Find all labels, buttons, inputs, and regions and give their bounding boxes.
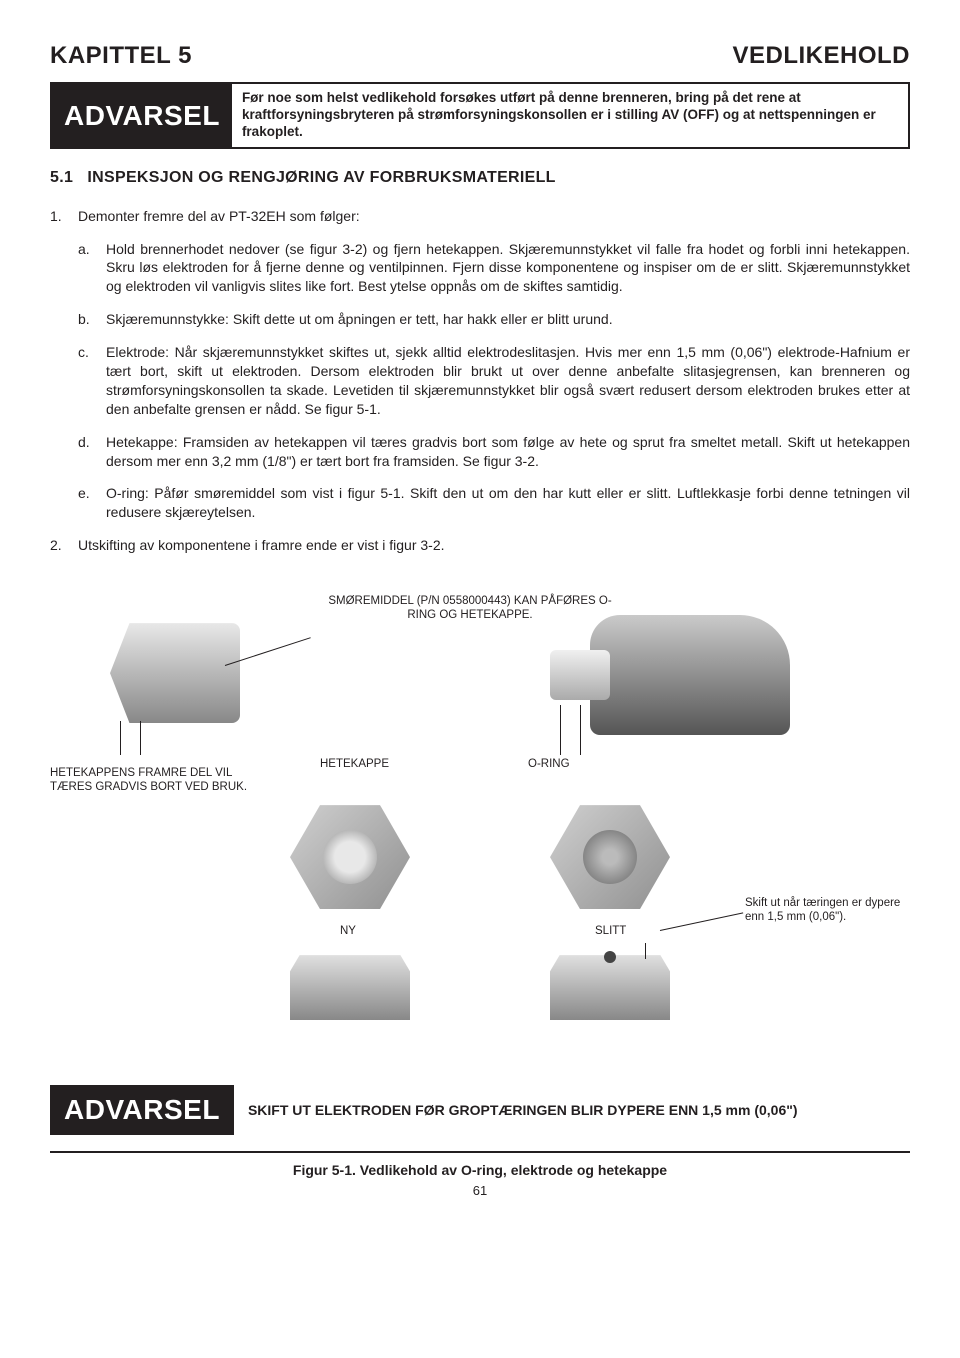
ny-label: NY (340, 925, 356, 939)
list-item-1: Demonter fremre del av PT-32EH som følge… (78, 207, 910, 523)
sub-item-d: Hetekappe: Framsiden av hetekappen vil t… (106, 433, 910, 471)
bottom-warning: ADVARSEL SKIFT UT ELEKTRODEN FØR GROPTÆR… (50, 1085, 910, 1135)
callout-line (645, 943, 646, 959)
torch-illustration (590, 615, 790, 735)
hex-worn-illustration (550, 805, 670, 909)
callout-line (580, 705, 581, 755)
callout-line (660, 912, 743, 931)
section-number: 5.1 (50, 169, 73, 186)
electrode-new-illustration (290, 955, 410, 1020)
wear-note: HETEKAPPENS FRAMRE DEL VIL TÆRES GRADVIS… (50, 767, 270, 795)
oring-label: O-RING (528, 758, 570, 772)
nozzle-illustration (110, 623, 240, 723)
electrode-worn-illustration (550, 955, 670, 1020)
chapter-label: KAPITTEL 5 (50, 40, 192, 72)
footer-rule (50, 1151, 910, 1153)
lubricant-note: SMØREMIDDEL (P/N 0558000443) KAN PÅFØRES… (320, 595, 620, 623)
warning-label: ADVARSEL (52, 84, 232, 147)
main-list: Demonter fremre del av PT-32EH som følge… (50, 207, 910, 555)
sub-list: Hold brennerhodet nedover (se figur 3-2)… (78, 240, 910, 523)
section-label: VEDLIKEHOLD (732, 40, 910, 72)
sub-item-e: O-ring: Påfør smøremiddel som vist i fig… (106, 484, 910, 522)
hex-new-illustration (290, 805, 410, 909)
callout-line (120, 721, 121, 755)
replace-note: Skift ut når tæringen er dypere enn 1,5 … (745, 897, 905, 925)
page-number: 61 (50, 1182, 910, 1200)
figure-caption: Figur 5-1. Vedlikehold av O-ring, elektr… (50, 1161, 910, 1180)
warning-box: ADVARSEL Før noe som helst vedlikehold f… (50, 82, 910, 149)
figure-5-1: SMØREMIDDEL (P/N 0558000443) KAN PÅFØRES… (50, 595, 910, 1055)
sub-item-b: Skjæremunnstykke: Skift dette ut om åpni… (106, 310, 910, 329)
sub-item-c: Elektrode: Når skjæremunnstykket skiftes… (106, 343, 910, 419)
hetekappe-label: HETEKAPPE (320, 758, 389, 772)
slitt-label: SLITT (595, 925, 626, 939)
section-heading: INSPEKSJON OG RENGJØRING AV FORBRUKSMATE… (87, 169, 555, 186)
warning-text: Før noe som helst vedlikehold forsøkes u… (232, 84, 908, 147)
bottom-warning-label: ADVARSEL (50, 1085, 234, 1135)
bottom-warning-text: SKIFT UT ELEKTRODEN FØR GROPTÆRINGEN BLI… (248, 1101, 798, 1120)
list-item-2: Utskifting av komponentene i framre ende… (78, 536, 910, 555)
page-header: KAPITTEL 5 VEDLIKEHOLD (50, 40, 910, 72)
list-item-1-text: Demonter fremre del av PT-32EH som følge… (78, 208, 360, 224)
callout-line (140, 721, 141, 755)
section-title: 5.1 INSPEKSJON OG RENGJØRING AV FORBRUKS… (50, 167, 910, 189)
callout-line (560, 705, 561, 755)
sub-item-a: Hold brennerhodet nedover (se figur 3-2)… (106, 240, 910, 297)
